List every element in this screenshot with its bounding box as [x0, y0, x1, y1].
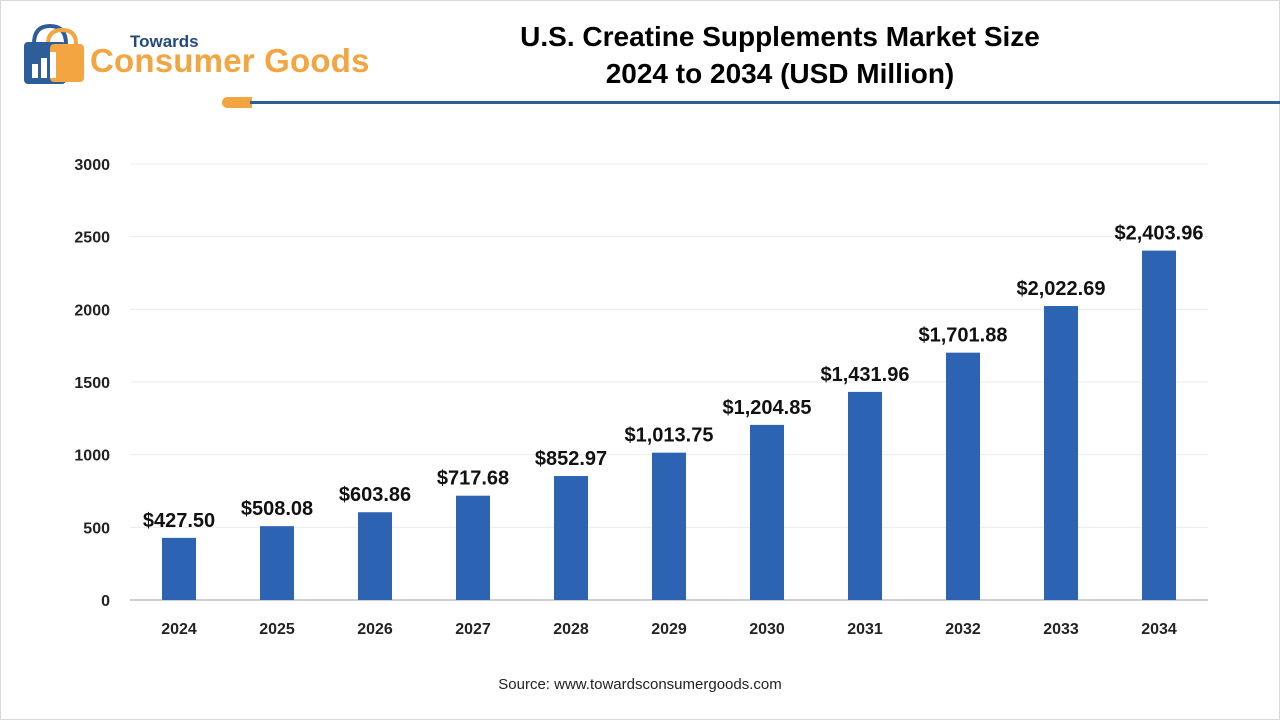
bar [946, 352, 980, 600]
source-text: Source: www.towardsconsumergoods.com [498, 676, 782, 693]
data-label: $2,403.96 [1115, 223, 1204, 245]
x-tick-label: 2026 [357, 621, 393, 638]
bar [358, 512, 392, 600]
data-label: $508.08 [241, 498, 313, 520]
bar [652, 452, 686, 600]
bar [1044, 306, 1078, 600]
title-rule-tab [222, 97, 252, 108]
y-tick-label: 1500 [74, 375, 110, 392]
bar [1142, 250, 1176, 600]
chart-title-line2: 2024 to 2034 (USD Million) [605, 58, 955, 89]
brand-logo: Towards Consumer Goods [20, 18, 380, 88]
data-label: $427.50 [143, 510, 215, 532]
bar [554, 476, 588, 600]
y-tick-label: 500 [83, 520, 110, 537]
y-tick-label: 2000 [74, 302, 110, 319]
x-tick-label: 2024 [161, 621, 197, 638]
data-label: $1,013.75 [625, 425, 714, 447]
data-label: $603.86 [339, 484, 411, 506]
bar [456, 495, 490, 600]
x-tick-label: 2027 [455, 621, 491, 638]
y-tick-label: 2500 [74, 230, 110, 247]
y-tick-label: 0 [101, 593, 110, 610]
data-label: $1,431.96 [821, 364, 910, 386]
data-label: $852.97 [535, 448, 607, 470]
x-tick-label: 2030 [749, 621, 785, 638]
chart-title: U.S. Creatine Supplements Market Size 20… [470, 18, 1090, 92]
data-label: $1,701.88 [919, 325, 1008, 347]
title-rule [250, 101, 1280, 104]
data-label: $2,022.69 [1017, 278, 1106, 300]
shopping-bag-icon [24, 23, 84, 84]
x-tick-label: 2029 [651, 621, 687, 638]
x-tick-label: 2034 [1141, 621, 1177, 638]
x-tick-label: 2031 [847, 621, 883, 638]
x-tick-label: 2025 [259, 621, 295, 638]
x-tick-label: 2033 [1043, 621, 1079, 638]
bar [750, 424, 784, 600]
bar [260, 526, 294, 600]
x-tick-label: 2032 [945, 621, 981, 638]
bar [848, 391, 882, 600]
y-tick-label: 1000 [74, 448, 110, 465]
bar [162, 537, 196, 600]
chart-title-line1: U.S. Creatine Supplements Market Size [520, 21, 1040, 52]
x-tick-label: 2028 [553, 621, 589, 638]
logo-brand-text: Consumer Goods [90, 42, 370, 79]
data-label: $717.68 [437, 468, 509, 490]
y-tick-label: 3000 [74, 157, 110, 174]
logo-towards-text: Towards [130, 32, 199, 51]
data-label: $1,204.85 [723, 397, 812, 419]
